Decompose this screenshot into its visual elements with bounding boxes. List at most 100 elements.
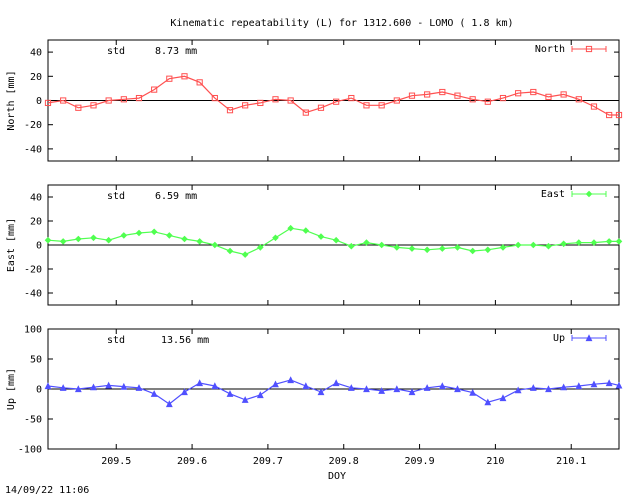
panel-east: -40 -20 0 20 40 East [mm] std 6.59 mm East xyxy=(6,184,623,306)
data-point xyxy=(393,97,400,104)
data-point xyxy=(211,94,218,102)
legend-label: North xyxy=(535,44,565,55)
data-point xyxy=(514,241,522,249)
data-point xyxy=(105,381,113,389)
data-point xyxy=(560,91,567,98)
y-tick-label: -20 xyxy=(24,265,42,276)
data-point xyxy=(408,92,416,99)
series-line xyxy=(47,379,620,405)
x-tick-label: 210.1 xyxy=(556,456,586,467)
data-point xyxy=(226,247,234,255)
timestamp: 14/09/22 11:06 xyxy=(5,485,89,496)
data-point xyxy=(575,239,583,246)
data-point xyxy=(454,92,461,99)
data-point xyxy=(454,385,461,393)
panel-north: -40 -20 0 20 40 North [mm] std 8.73 mm North xyxy=(6,39,623,162)
data-point xyxy=(499,244,507,251)
data-point xyxy=(44,382,52,390)
data-point xyxy=(348,242,355,250)
data-point xyxy=(378,241,385,249)
legend-marker xyxy=(585,45,593,53)
data-point xyxy=(575,382,583,390)
data-point xyxy=(423,384,431,391)
data-point xyxy=(44,99,52,107)
legend-label: Up xyxy=(553,333,565,344)
legend-label: East xyxy=(541,189,565,200)
data-point xyxy=(348,94,355,102)
y-tick-label: 20 xyxy=(30,217,42,228)
data-point xyxy=(347,384,355,391)
data-point xyxy=(363,385,370,393)
data-point xyxy=(135,94,143,102)
data-point xyxy=(241,396,249,403)
data-point xyxy=(408,388,416,396)
data-point xyxy=(615,381,623,389)
x-tick-label: 209.7 xyxy=(253,456,283,467)
y-tick-label: -40 xyxy=(24,144,42,155)
data-point xyxy=(150,228,158,236)
data-point xyxy=(423,246,431,254)
std-label: std xyxy=(107,191,125,202)
data-point xyxy=(317,233,325,240)
data-point xyxy=(515,90,522,97)
data-point xyxy=(181,388,188,396)
data-point xyxy=(363,102,370,109)
x-tick-label: 209.6 xyxy=(177,456,207,467)
y-axis-label: Up [mm] xyxy=(6,368,17,410)
data-point xyxy=(272,234,279,242)
data-point xyxy=(408,245,416,252)
data-point xyxy=(302,227,310,234)
data-point xyxy=(120,382,128,390)
data-point xyxy=(575,96,582,103)
data-point xyxy=(75,235,82,243)
y-tick-label: -50 xyxy=(24,415,42,426)
data-point xyxy=(454,244,461,251)
data-point xyxy=(469,247,476,255)
data-point xyxy=(196,238,203,245)
data-point xyxy=(287,97,294,104)
data-point xyxy=(59,238,67,245)
data-point xyxy=(105,97,112,104)
std-value: 8.73 mm xyxy=(155,46,197,57)
data-point xyxy=(257,99,264,107)
data-point xyxy=(120,96,127,103)
data-point xyxy=(60,97,67,104)
data-point xyxy=(317,388,325,396)
panel-up: -100 -50 0 50 100 209.5 209.6 209.7 209.8 209.9 21… xyxy=(6,325,623,467)
chart-title: Kinematic repeatability (L) for 1312.600… xyxy=(170,18,513,29)
data-point xyxy=(181,73,188,80)
x-axis-label: DOY xyxy=(328,471,346,482)
data-point xyxy=(363,239,370,246)
data-point xyxy=(166,75,173,82)
data-point xyxy=(378,387,386,394)
data-point xyxy=(332,236,340,244)
legend-marker xyxy=(585,334,593,342)
data-point xyxy=(226,390,234,397)
data-point xyxy=(439,88,446,96)
data-point xyxy=(196,79,203,86)
series-line xyxy=(47,75,619,116)
data-point xyxy=(499,94,507,102)
data-point xyxy=(545,242,552,250)
y-tick-label: -20 xyxy=(24,120,42,131)
data-point xyxy=(74,385,82,393)
std-value: 6.59 mm xyxy=(155,191,197,202)
data-point xyxy=(469,96,476,103)
data-point xyxy=(211,382,219,390)
y-tick-label: -40 xyxy=(24,289,42,300)
data-point xyxy=(302,382,310,390)
data-point xyxy=(90,102,97,109)
std-label: std xyxy=(107,335,125,346)
data-point xyxy=(606,111,613,119)
data-point xyxy=(438,382,446,390)
y-tick-label: 40 xyxy=(30,48,42,59)
data-point xyxy=(439,245,446,252)
data-point xyxy=(256,391,264,399)
data-point xyxy=(226,107,234,114)
y-tick-label: 0 xyxy=(36,385,42,396)
data-point xyxy=(545,385,552,393)
data-point xyxy=(332,379,340,387)
std-value: 13.56 mm xyxy=(161,335,209,346)
